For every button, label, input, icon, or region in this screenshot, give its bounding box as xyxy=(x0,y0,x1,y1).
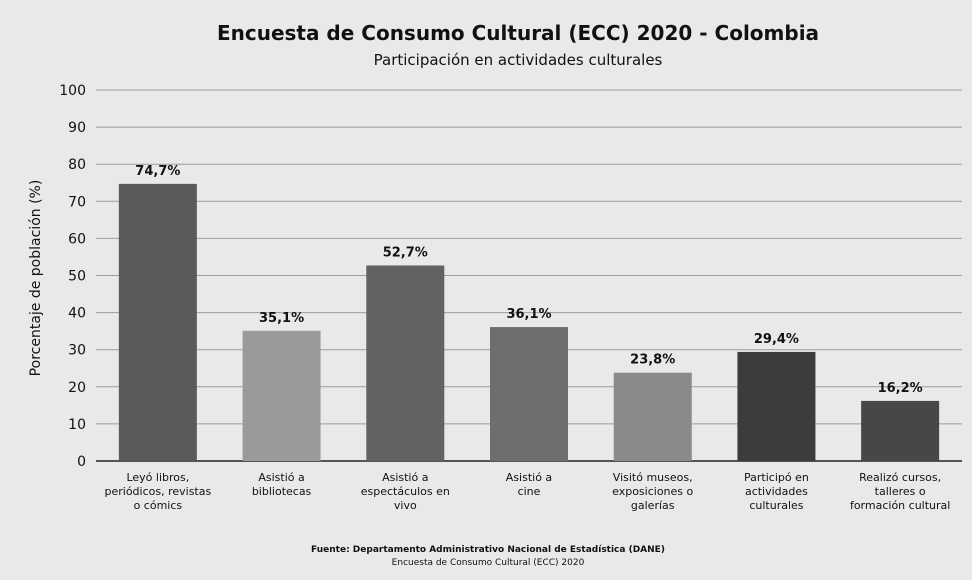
data-label: 16,2% xyxy=(878,381,923,396)
source-note: Fuente: Departamento Administrativo Naci… xyxy=(311,545,665,568)
data-label: 23,8% xyxy=(630,353,675,368)
bar xyxy=(613,372,692,461)
category-label: talleres o xyxy=(875,485,926,498)
y-tick-label: 50 xyxy=(68,269,86,285)
category-label: Asistió a xyxy=(506,471,552,484)
bar xyxy=(118,183,197,461)
category-label: vivo xyxy=(394,499,417,512)
y-tick-label: 40 xyxy=(68,306,86,322)
category-label: Leyó libros, xyxy=(126,471,189,484)
bar xyxy=(366,265,445,461)
category-label: Asistió a xyxy=(258,471,304,484)
category-label: periódicos, revistas xyxy=(104,485,211,498)
data-label: 36,1% xyxy=(506,307,551,322)
y-tick-label: 60 xyxy=(68,231,86,247)
data-label: 29,4% xyxy=(754,332,799,347)
bar xyxy=(242,330,321,461)
chart-subtitle: Participación en actividades culturales xyxy=(374,51,663,69)
data-labels: 74,7% 35,1% 52,7% 36,1% 23,8% 29,4% 16,2% xyxy=(135,164,922,396)
y-tick-label: 70 xyxy=(68,194,86,210)
y-tick-label: 90 xyxy=(68,120,86,136)
category-label: Participó en xyxy=(744,471,809,484)
data-label: 35,1% xyxy=(259,311,304,326)
source-line: Encuesta de Consumo Cultural (ECC) 2020 xyxy=(392,558,585,568)
category-label: galerías xyxy=(631,499,675,512)
category-label: Visitó museos, xyxy=(613,471,693,484)
y-tick-label: 30 xyxy=(68,343,86,359)
category-label: culturales xyxy=(749,499,803,512)
category-label: cine xyxy=(518,485,541,498)
bars xyxy=(118,183,940,461)
category-label: Asistió a xyxy=(382,471,428,484)
category-label: formación cultural xyxy=(850,499,950,512)
y-tick-label: 80 xyxy=(68,157,86,173)
bar xyxy=(490,327,568,461)
y-tick-label: 0 xyxy=(77,454,86,470)
category-label: actividades xyxy=(745,485,808,498)
category-label: Realizó cursos, xyxy=(859,471,941,484)
category-label: espectáculos en xyxy=(361,485,450,498)
y-tick-label: 20 xyxy=(68,380,86,396)
data-label: 52,7% xyxy=(383,245,428,260)
y-tick-labels: 0 10 20 30 40 50 60 70 80 90 100 xyxy=(59,83,86,470)
category-label: o cómics xyxy=(134,499,183,512)
y-tick-label: 10 xyxy=(68,417,86,433)
source-line: Fuente: Departamento Administrativo Naci… xyxy=(311,545,665,555)
bar xyxy=(861,400,940,461)
data-label: 74,7% xyxy=(135,164,180,179)
category-label: bibliotecas xyxy=(252,485,312,498)
y-tick-label: 100 xyxy=(59,83,86,99)
category-label: exposiciones o xyxy=(612,485,693,498)
chart-title: Encuesta de Consumo Cultural (ECC) 2020 … xyxy=(217,21,819,45)
y-axis-label: Porcentaje de población (%) xyxy=(28,180,44,377)
bar xyxy=(737,351,816,461)
grid-lines xyxy=(96,89,962,462)
